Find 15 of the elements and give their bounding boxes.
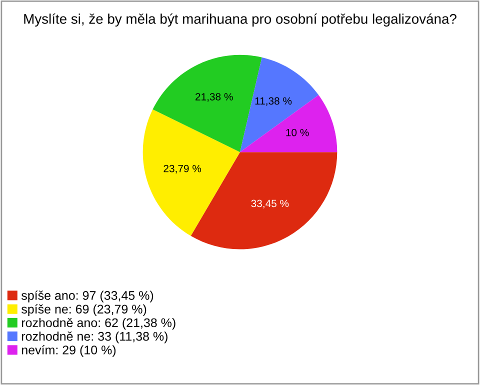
legend-label: rozhodně ne: 33 (11,38 %) bbox=[22, 332, 168, 344]
pie-slice bbox=[190, 152, 338, 250]
pie-slice bbox=[240, 57, 319, 152]
data-label: 11,38 % bbox=[255, 97, 292, 106]
legend-label: spíše ne: 69 (23,79 %) bbox=[22, 304, 146, 316]
data-label: 21,38 % bbox=[196, 93, 233, 102]
pie-slice bbox=[142, 109, 240, 236]
pie-slice bbox=[240, 94, 338, 152]
chart-title: Myslíte si, že by měla být marihuana pro osobní potřebu legalizována? bbox=[24, 13, 456, 27]
legend-label: spíše ano: 97 (33,45 %) bbox=[22, 290, 154, 302]
data-label: 10 % bbox=[286, 128, 309, 136]
data-label: 23,79 % bbox=[164, 164, 202, 174]
legend-label: rozhodně ano: 62 (21,38 %) bbox=[22, 318, 176, 330]
data-label: 33,45 % bbox=[251, 200, 289, 208]
legend-label: nevím: 29 (10 %) bbox=[22, 345, 116, 357]
